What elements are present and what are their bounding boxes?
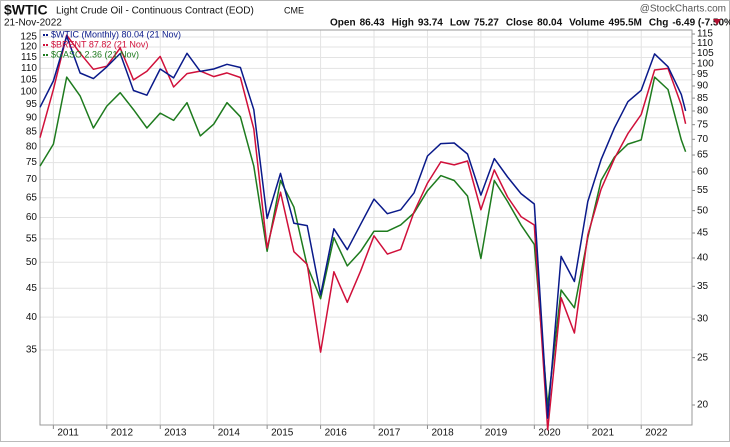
y-tick-label: 105 (20, 74, 37, 85)
y-tick-label: 125 (20, 32, 37, 43)
y-tick-label: 50 (26, 257, 38, 268)
x-tick-label: 2022 (645, 428, 668, 439)
y2-tick-label: 100 (697, 58, 714, 69)
y-tick-label: 90 (26, 112, 38, 123)
x-tick-label: 2020 (538, 428, 561, 439)
y2-tick-label: 65 (697, 150, 709, 161)
x-tick-label: 2019 (485, 428, 508, 439)
stat-value: 75.27 (474, 18, 499, 29)
legend-label: $GASO 2.36 (21 Nov) (51, 49, 139, 59)
down-arrow (713, 19, 721, 25)
legend-label: $BRENT 87.82 (21 Nov) (51, 39, 148, 49)
y2-tick-label: 115 (697, 29, 713, 40)
y-tick-label: 70 (26, 174, 38, 185)
y-tick-label: 45 (26, 283, 38, 294)
y-tick-label: 75 (26, 157, 38, 168)
x-tick-label: 2013 (164, 428, 187, 439)
stats: Open 86.43 High 93.74 Low 75.27 Close 80.04 Volu… (330, 18, 730, 29)
y2-tick-label: 25 (697, 352, 709, 363)
legend-label: $WTIC (Monthly) 80.04 (21 Nov) (51, 29, 181, 39)
y2-tick-label: 80 (697, 106, 709, 117)
x-tick-label: 2017 (378, 428, 401, 439)
y-tick-label: 120 (20, 42, 37, 53)
x-tick-label: 2012 (111, 428, 134, 439)
y-tick-label: 95 (26, 99, 38, 110)
y-tick-label: 85 (26, 126, 38, 137)
x-tick-label: 2018 (431, 428, 454, 439)
y2-tick-label: 90 (697, 81, 709, 92)
date: 21-Nov-2022 (4, 18, 62, 29)
stat-label: Low (450, 18, 470, 29)
y-tick-label: 115 (21, 52, 37, 63)
y-tick-label: 110 (21, 63, 37, 74)
y2-tick-label: 110 (697, 38, 713, 49)
x-tick-label: 2011 (57, 428, 79, 439)
stat-label: High (392, 18, 414, 29)
y-tick-label: 35 (26, 345, 38, 356)
y2-tick-label: 40 (697, 253, 709, 264)
x-tick-label: 2014 (218, 428, 241, 439)
y2-tick-label: 20 (697, 400, 709, 411)
chart-subtitle: Light Crude Oil - Continuous Contract (E… (56, 6, 254, 17)
x-tick-label: 2021 (592, 428, 615, 439)
series-line (39, 34, 687, 431)
y2-tick-label: 75 (697, 119, 709, 130)
y2-tick-label: 105 (697, 48, 714, 59)
y-tick-label: 100 (20, 86, 37, 97)
y-tick-label: 65 (26, 192, 38, 203)
x-tick-label: 2015 (271, 428, 294, 439)
plot-border (39, 29, 693, 426)
y-tick-label: 60 (26, 212, 38, 223)
watermark: @StockCharts.com (640, 4, 726, 15)
x-tick-label: 2016 (325, 428, 348, 439)
stat-label: Volume (569, 18, 605, 29)
y-tick-label: 80 (26, 141, 38, 152)
stat-label: Chg (649, 18, 668, 29)
stat-label: Open (330, 18, 356, 29)
series-line (39, 35, 687, 419)
y2-tick-label: 45 (697, 228, 709, 239)
y2-tick-label: 70 (697, 134, 709, 145)
y2-tick-label: 60 (697, 167, 709, 178)
y2-tick-label: 55 (697, 185, 709, 196)
chart-title: $WTIC (4, 2, 48, 18)
stat-label: Close (506, 18, 534, 29)
y-tick-label: 55 (26, 234, 38, 245)
exchange: CME (284, 5, 304, 15)
y-tick-label: 40 (26, 312, 38, 323)
stat-value: -6.49 (-7.50%) (672, 18, 730, 29)
y2-tick-label: 30 (697, 314, 709, 325)
stat-value: 495.5M (609, 18, 642, 29)
plot-area (40, 30, 692, 425)
stat-value: 86.43 (360, 18, 385, 29)
stat-value: 80.04 (537, 18, 562, 29)
y2-tick-label: 95 (697, 69, 709, 80)
y2-tick-label: 50 (697, 205, 709, 216)
stat-value: 93.74 (418, 18, 443, 29)
y2-tick-label: 35 (697, 281, 709, 292)
y2-tick-label: 85 (697, 93, 709, 104)
